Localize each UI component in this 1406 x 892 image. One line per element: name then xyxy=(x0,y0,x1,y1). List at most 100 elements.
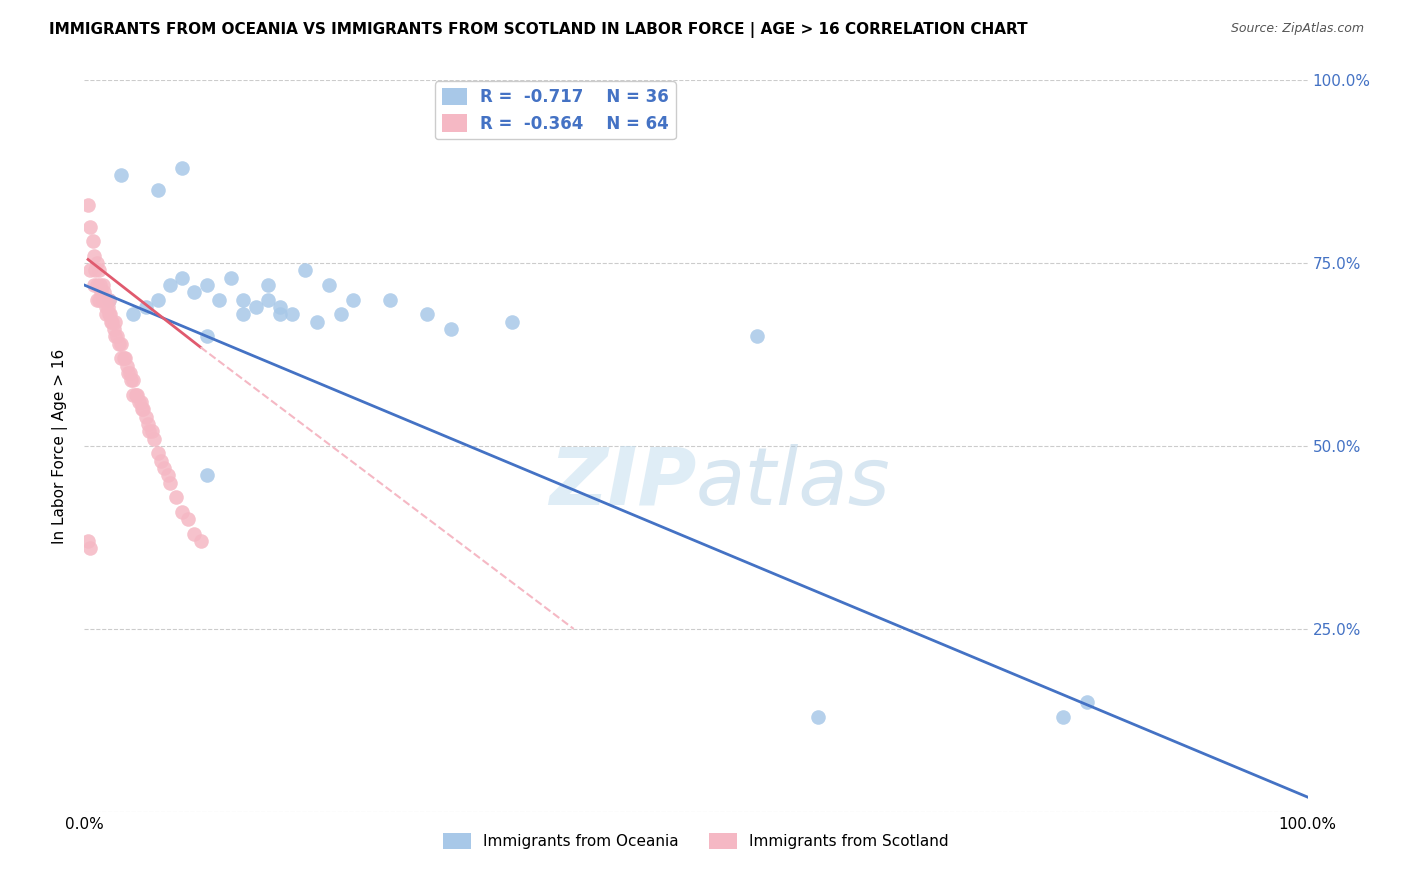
Point xyxy=(97,300,120,314)
Point xyxy=(150,453,173,467)
Point xyxy=(125,388,148,402)
Point xyxy=(257,278,280,293)
Text: atlas: atlas xyxy=(696,443,891,522)
Point xyxy=(281,307,304,321)
Point xyxy=(120,373,142,387)
Point xyxy=(94,293,117,307)
Point xyxy=(118,366,141,380)
Point xyxy=(115,359,138,373)
Point xyxy=(502,315,524,329)
Point xyxy=(87,293,110,307)
Point xyxy=(172,270,194,285)
Point xyxy=(129,395,152,409)
Point xyxy=(146,183,169,197)
Point xyxy=(122,307,145,321)
Point xyxy=(159,475,181,490)
Point xyxy=(104,329,127,343)
Point xyxy=(107,336,129,351)
Point xyxy=(83,249,105,263)
Point xyxy=(77,197,100,211)
Point xyxy=(82,234,104,248)
Point xyxy=(807,709,830,723)
Point xyxy=(156,468,179,483)
Point xyxy=(93,285,115,300)
Point xyxy=(195,278,218,293)
Point xyxy=(110,336,132,351)
Point xyxy=(172,161,194,175)
Point xyxy=(122,388,145,402)
Point xyxy=(208,293,231,307)
Point xyxy=(83,278,105,293)
Point xyxy=(79,219,101,234)
Point xyxy=(416,307,439,321)
Point xyxy=(305,315,328,329)
Y-axis label: In Labor Force | Age > 16: In Labor Force | Age > 16 xyxy=(52,349,69,543)
Point xyxy=(103,322,125,336)
Point xyxy=(96,300,118,314)
Point xyxy=(89,278,111,293)
Point xyxy=(87,263,110,277)
Point xyxy=(135,409,157,424)
Point xyxy=(269,300,291,314)
Point xyxy=(747,329,769,343)
Point xyxy=(342,293,364,307)
Point xyxy=(97,307,120,321)
Point xyxy=(146,293,169,307)
Point xyxy=(122,373,145,387)
Point xyxy=(100,315,122,329)
Text: Source: ZipAtlas.com: Source: ZipAtlas.com xyxy=(1230,22,1364,36)
Point xyxy=(440,322,463,336)
Point xyxy=(294,263,316,277)
Text: IMMIGRANTS FROM OCEANIA VS IMMIGRANTS FROM SCOTLAND IN LABOR FORCE | AGE > 16 CO: IMMIGRANTS FROM OCEANIA VS IMMIGRANTS FR… xyxy=(49,22,1028,38)
Point xyxy=(98,307,121,321)
Point xyxy=(86,293,108,307)
Point xyxy=(77,534,100,549)
Point xyxy=(105,329,128,343)
Point xyxy=(1076,695,1098,709)
Point xyxy=(172,505,194,519)
Point xyxy=(1052,709,1074,723)
Point xyxy=(91,293,114,307)
Point xyxy=(112,351,135,366)
Point xyxy=(143,432,166,446)
Point xyxy=(104,315,127,329)
Point xyxy=(138,425,160,439)
Point xyxy=(117,366,139,380)
Point xyxy=(84,263,107,277)
Point xyxy=(141,425,163,439)
Point xyxy=(128,395,150,409)
Point xyxy=(110,169,132,183)
Point xyxy=(101,315,124,329)
Point xyxy=(165,490,187,504)
Point xyxy=(132,402,155,417)
Point xyxy=(97,293,120,307)
Point xyxy=(135,300,157,314)
Point xyxy=(232,307,254,321)
Point xyxy=(257,293,280,307)
Point xyxy=(86,256,108,270)
Point xyxy=(183,285,205,300)
Point xyxy=(232,293,254,307)
Point xyxy=(131,402,153,417)
Point xyxy=(96,307,118,321)
Point xyxy=(146,446,169,460)
Point xyxy=(183,526,205,541)
Point xyxy=(79,263,101,277)
Point xyxy=(86,278,108,293)
Point xyxy=(159,278,181,293)
Point xyxy=(219,270,242,285)
Point xyxy=(90,285,112,300)
Point xyxy=(177,512,200,526)
Point xyxy=(330,307,353,321)
Point xyxy=(91,278,114,293)
Point xyxy=(79,541,101,556)
Point xyxy=(318,278,340,293)
Point xyxy=(245,300,267,314)
Point xyxy=(114,351,136,366)
Point xyxy=(195,329,218,343)
Legend: Immigrants from Oceania, Immigrants from Scotland: Immigrants from Oceania, Immigrants from… xyxy=(437,827,955,855)
Point xyxy=(153,461,176,475)
Text: ZIP: ZIP xyxy=(548,443,696,522)
Point xyxy=(380,293,402,307)
Point xyxy=(136,417,159,431)
